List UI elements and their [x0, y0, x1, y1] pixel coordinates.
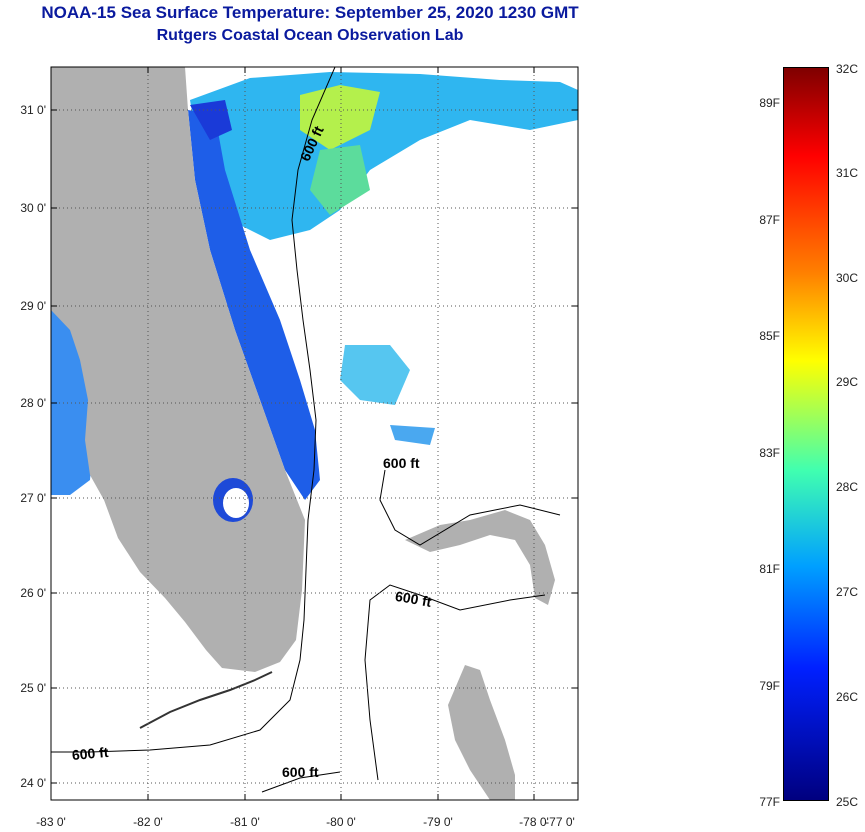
colorbar-c-27: 27C — [836, 585, 859, 599]
map-frame — [50, 66, 579, 801]
lat-label-28: 28 0' — [20, 396, 46, 410]
bahamas-north — [405, 510, 555, 605]
colorbar-c-25: 25C — [836, 795, 859, 809]
sst-patch-small — [390, 425, 435, 445]
colorbar-f-81: 81F — [759, 562, 780, 576]
lon-label-82: -82 0' — [133, 815, 163, 829]
colorbar-c-31: 31C — [836, 166, 859, 180]
colorbar-c-26: 26C — [836, 690, 859, 704]
lat-label-24: 24 0' — [20, 776, 46, 790]
map-subtitle: Rutgers Coastal Ocean Observation Lab — [156, 27, 464, 44]
colorbar-f-83: 83F — [759, 446, 780, 460]
sst-patch-coastal-inner — [190, 100, 232, 140]
sst-patch-gulf — [51, 295, 95, 495]
map-title: NOAA-15 Sea Surface Temperature: Septemb… — [41, 3, 579, 22]
lake-okeechobee-inner — [223, 488, 249, 518]
isobath-bahamas-south — [364, 584, 546, 781]
sst-patch-northeast — [190, 72, 578, 240]
isobath-label-south: 600 ft — [282, 764, 319, 780]
bahamas-andros — [448, 665, 515, 800]
florida-keys — [139, 671, 273, 729]
isobath-bahamas-north — [379, 469, 561, 546]
lon-label-78: -78 0' — [519, 815, 549, 829]
isobath-keys — [261, 771, 341, 793]
colorbar-f-79: 79F — [759, 679, 780, 693]
lon-label-81: -81 0' — [230, 815, 260, 829]
sst-patch-green — [310, 145, 370, 215]
tick-marks — [51, 67, 578, 800]
florida-land — [51, 67, 305, 672]
lon-label-79: -79 0' — [423, 815, 453, 829]
colorbar-c-28: 28C — [836, 480, 859, 494]
isobath-label-keys: 600 ft — [71, 744, 109, 763]
isobath-florida-east — [51, 67, 336, 753]
sst-patch-offshore — [340, 345, 410, 405]
lon-label-80: -80 0' — [326, 815, 356, 829]
isobath-label-bahamas-south: 600 ft — [394, 588, 433, 610]
colorbar-c-30: 30C — [836, 271, 859, 285]
colorbar-f-77: 77F — [759, 795, 780, 809]
colorbar-f-85: 85F — [759, 329, 780, 343]
lat-label-27: 27 0' — [20, 491, 46, 505]
lon-label-77: -77 0' — [545, 815, 575, 829]
lat-label-25: 25 0' — [20, 681, 46, 695]
lat-label-30: 30 0' — [20, 201, 46, 215]
lat-label-26: 26 0' — [20, 586, 46, 600]
lat-label-29: 29 0' — [20, 299, 46, 313]
lat-label-31: 31 0' — [20, 103, 46, 117]
colorbar-f-87: 87F — [759, 213, 780, 227]
colorbar — [783, 67, 829, 801]
colorbar-c-32: 32C — [836, 62, 859, 76]
isobath-label-bahamas-north: 600 ft — [383, 455, 420, 471]
colorbar-f-89: 89F — [759, 96, 780, 110]
colorbar-c-29: 29C — [836, 375, 859, 389]
lon-label-83: -83 0' — [36, 815, 66, 829]
